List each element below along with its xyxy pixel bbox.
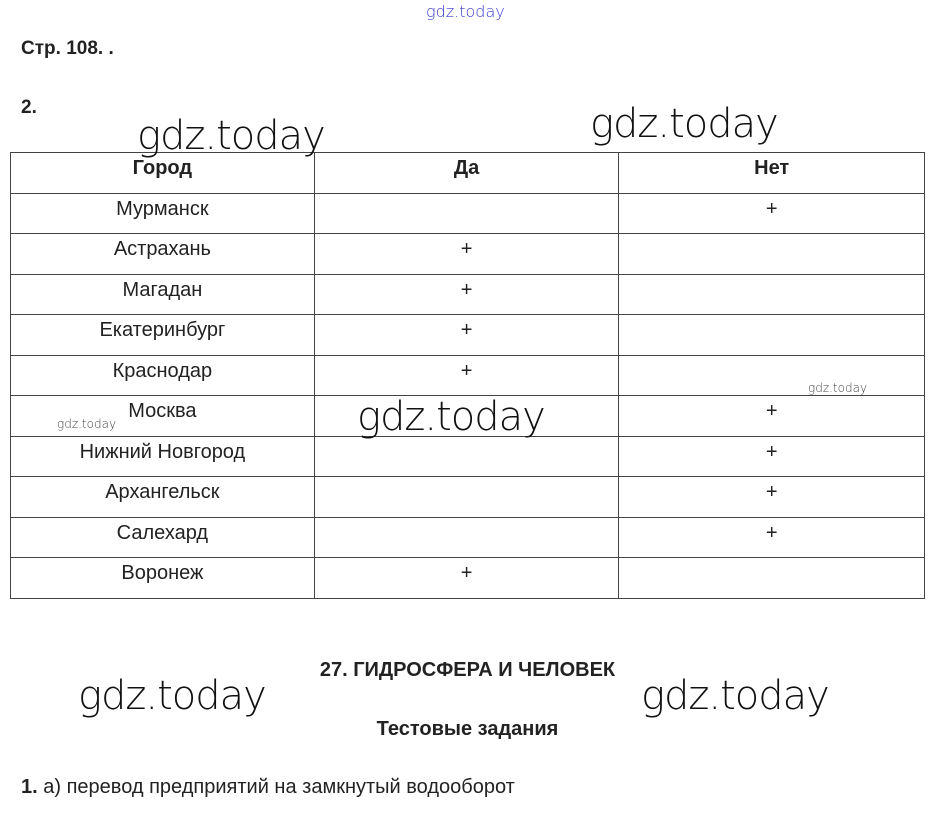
cell-yes [313, 476, 620, 518]
cell-no: + [618, 476, 925, 518]
table-row: Мурманск + [10, 192, 925, 234]
cities-table: Город Да Нет Мурманск + Астрахань + Магадан +… [10, 152, 925, 599]
cell-city: Магадан [10, 273, 315, 315]
cell-no: + [618, 192, 925, 234]
cell-no: + [618, 395, 925, 437]
table-row: Салехард + [10, 516, 925, 558]
cell-yes: + [313, 557, 620, 599]
watermark: gdz.today [357, 394, 546, 440]
cell-city: Екатеринбург [10, 314, 315, 356]
cell-city: Москва [10, 395, 315, 437]
table-row: Екатеринбург + [10, 314, 925, 356]
cell-yes [313, 516, 620, 558]
cell-yes: + [313, 273, 620, 315]
cell-no [618, 354, 925, 396]
header-city: Город [10, 152, 315, 194]
cell-yes [313, 192, 620, 234]
table-row: Москва + [10, 395, 925, 437]
cell-no: + [618, 435, 925, 477]
cell-no: + [618, 516, 925, 558]
task-number: 2. [21, 97, 37, 118]
watermark: gdz.today [641, 673, 830, 719]
cell-no [618, 233, 925, 275]
table-row: Нижний Новгород + [10, 435, 925, 477]
header-yes: Да [313, 152, 620, 194]
watermark: gdz.today [808, 381, 868, 395]
header-no: Нет [618, 152, 925, 194]
cell-city: Салехард [10, 516, 315, 558]
table-row: Магадан + [10, 273, 925, 315]
cell-no [618, 557, 925, 599]
answer-text: а) перевод предприятий на замкнутый водо… [43, 776, 515, 798]
answer-line: 1. а) перевод предприятий на замкнутый в… [21, 776, 515, 799]
cell-city: Воронеж [10, 557, 315, 599]
watermark: gdz.today [426, 2, 505, 21]
section-subtitle: Тестовые задания [376, 718, 559, 740]
cell-city: Нижний Новгород [10, 435, 315, 477]
table-row: Астрахань + [10, 233, 925, 275]
cell-yes: + [313, 314, 620, 356]
watermark: gdz.today [590, 101, 779, 147]
cell-no [618, 273, 925, 315]
cell-yes: + [313, 233, 620, 275]
watermark: gdz.today [78, 673, 267, 719]
cell-city: Астрахань [10, 233, 315, 275]
table-row: Краснодар + [10, 354, 925, 396]
cell-no [618, 314, 925, 356]
watermark: gdz.today [57, 417, 117, 431]
section-title: 27. ГИДРОСФЕРА И ЧЕЛОВЕК [319, 659, 616, 681]
answer-number: 1. [21, 776, 38, 798]
page-reference: Стр. 108. . [21, 38, 114, 59]
cell-yes [313, 435, 620, 477]
cell-city: Архангельск [10, 476, 315, 518]
table-row: Воронеж + [10, 557, 925, 599]
table-row: Архангельск + [10, 476, 925, 518]
table-header-row: Город Да Нет [10, 152, 925, 194]
watermark: gdz.today [137, 113, 326, 159]
cell-yes: + [313, 354, 620, 396]
cell-city: Краснодар [10, 354, 315, 396]
cell-city: Мурманск [10, 192, 315, 234]
